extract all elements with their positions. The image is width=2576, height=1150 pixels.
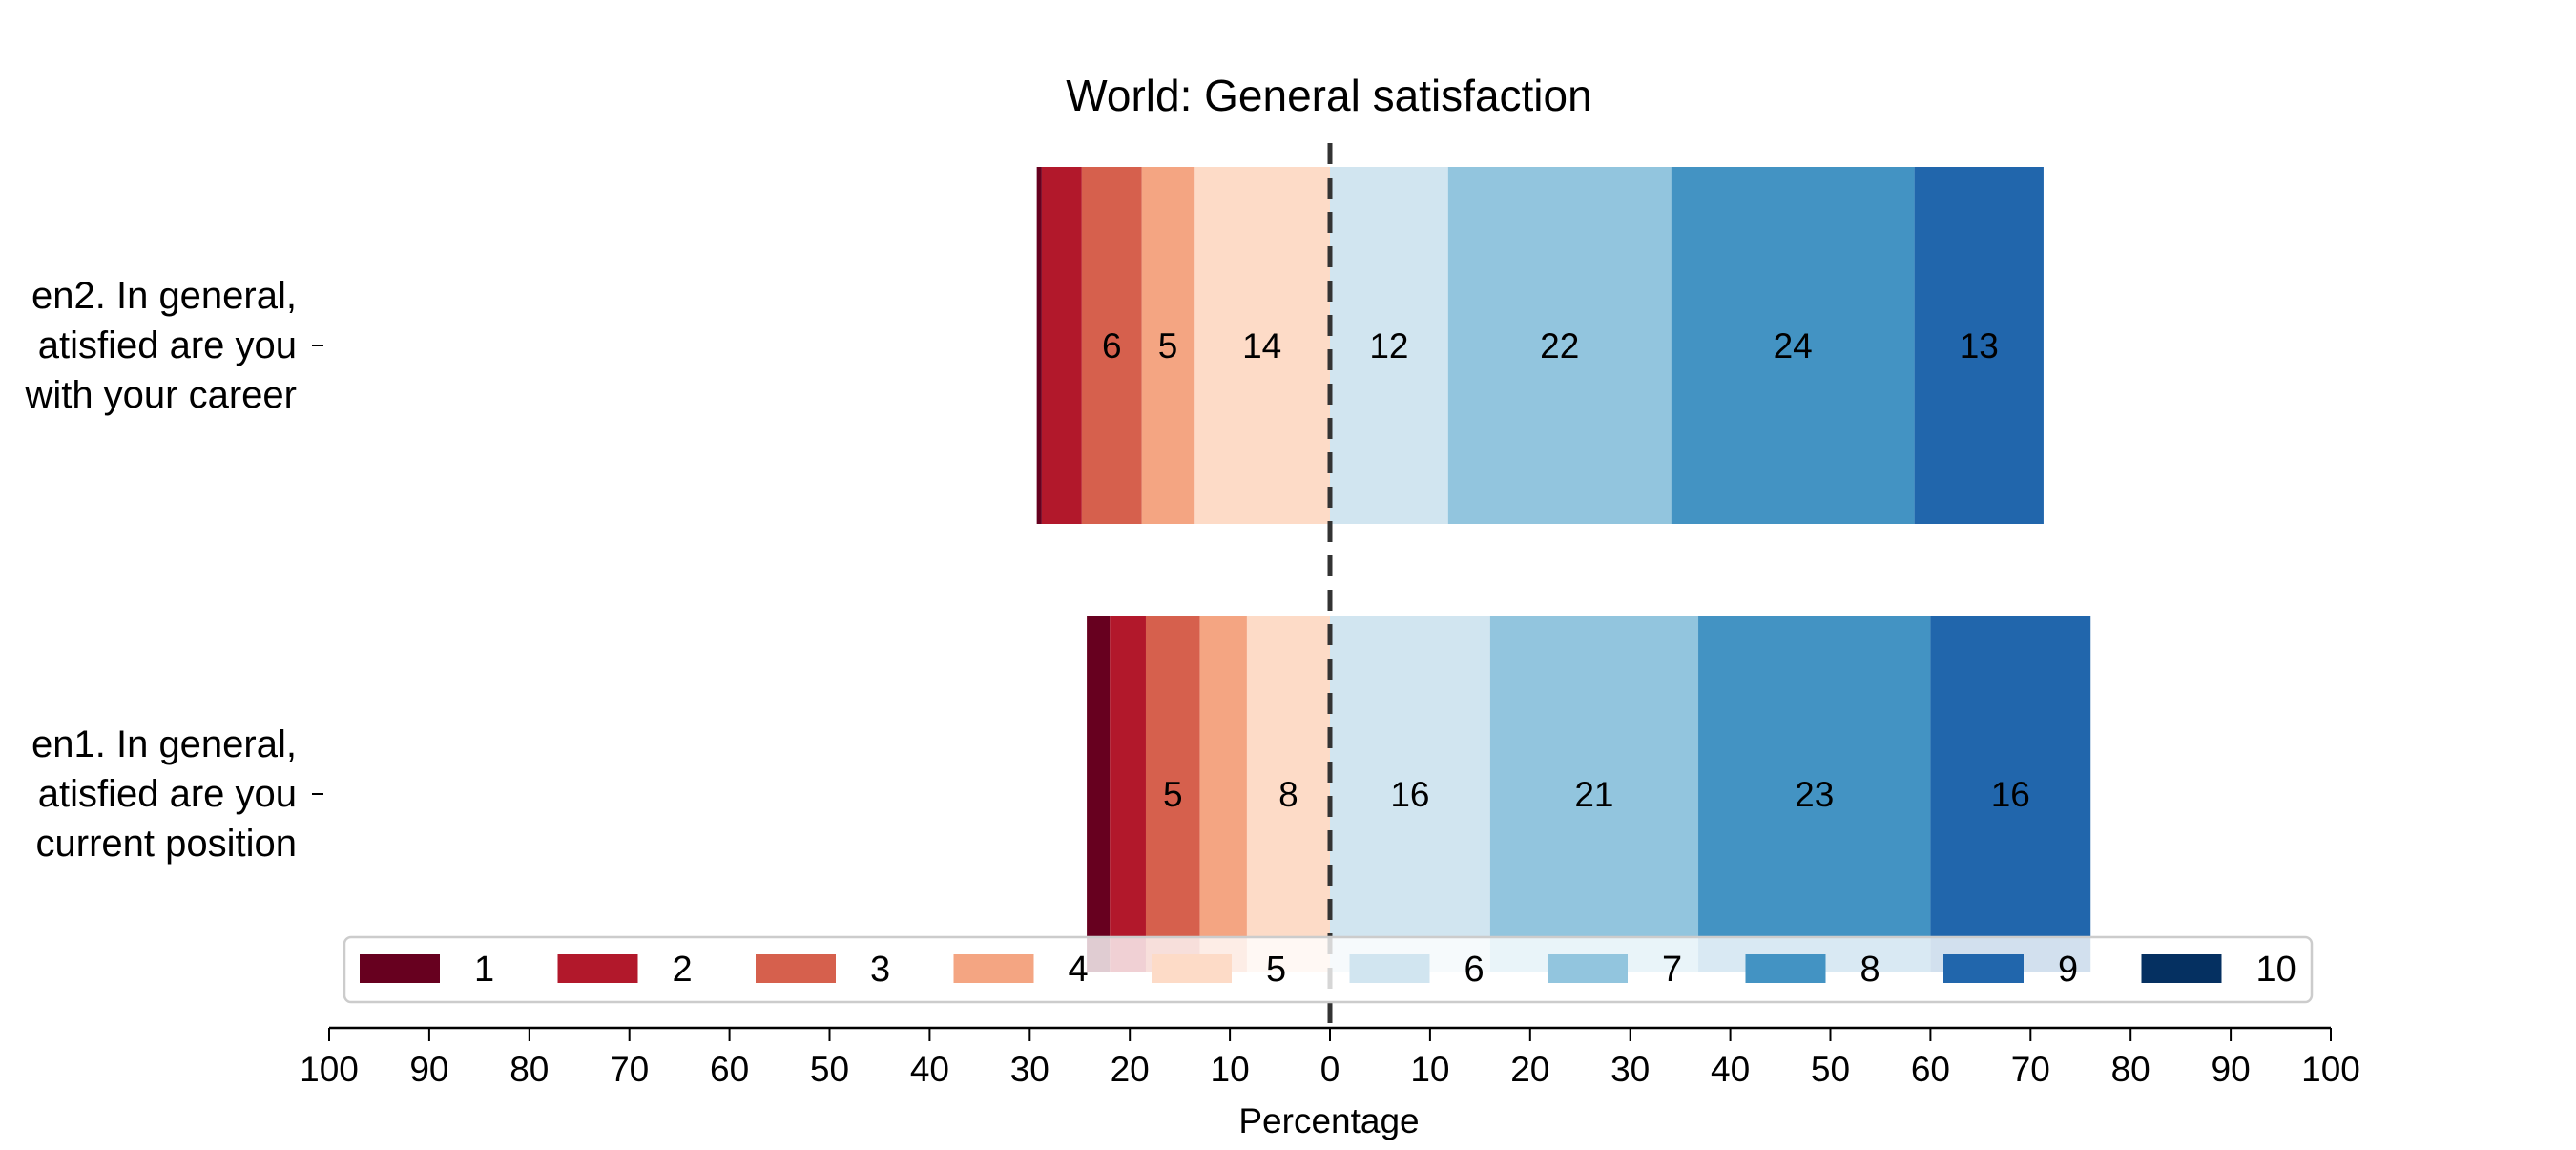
x-tick-label: 60 <box>1911 1050 1950 1089</box>
y-tick-label: en1. In general, atisfied are you current … <box>31 723 297 865</box>
data-label: 16 <box>1390 775 1429 814</box>
bar-segment <box>1489 616 1699 972</box>
legend-swatch <box>756 954 836 983</box>
legend-swatch <box>953 954 1034 983</box>
bar-segment <box>1698 616 1931 972</box>
legend-swatch <box>557 954 638 983</box>
x-tick-label: 70 <box>610 1050 649 1089</box>
data-label: 16 <box>1991 775 2030 814</box>
bar-segment <box>1087 616 1111 972</box>
x-tick-label: 100 <box>300 1050 359 1089</box>
legend-label: 10 <box>2256 950 2296 990</box>
x-tick-label: 10 <box>1211 1050 1250 1089</box>
bar-segment <box>1194 167 1330 524</box>
data-label: 14 <box>1242 326 1281 366</box>
x-tick-label: 80 <box>2111 1050 2150 1089</box>
y-tick-label: en2. In general, atisfied are you with you… <box>24 275 297 416</box>
legend-swatch <box>360 954 440 983</box>
legend-box <box>343 935 2314 1004</box>
bar-segment <box>1447 167 1672 524</box>
x-axis-label: Percentage <box>1238 1101 1419 1140</box>
legend: 1 2 3 4 5 6 7 8 9 10 <box>343 935 2314 1004</box>
legend-label: 2 <box>673 950 693 990</box>
x-tick-label: 60 <box>710 1050 749 1089</box>
bar-segment <box>1145 616 1200 972</box>
legend-swatch <box>2141 954 2222 983</box>
bar-segment <box>1036 167 1042 524</box>
legend-swatch <box>1745 954 1826 983</box>
legend-label: 3 <box>870 950 890 990</box>
legend-swatch <box>1943 954 2024 983</box>
legend-swatch <box>1349 954 1430 983</box>
legend-label: 6 <box>1465 950 1485 990</box>
legend-swatch <box>1548 954 1628 983</box>
bar-segment <box>1199 616 1247 972</box>
x-axis: 100 90 80 70 60 50 40 30 20 10 0 10 20 30 40 50 60 70 80 90… <box>300 1026 2360 1089</box>
x-tick-label: 50 <box>810 1050 849 1089</box>
x-tick-label: 20 <box>1111 1050 1150 1089</box>
data-label: 5 <box>1158 326 1178 366</box>
x-tick-label: 80 <box>509 1050 549 1089</box>
legend-label: 4 <box>1069 950 1089 990</box>
data-label: 12 <box>1369 326 1408 366</box>
bar-segment <box>1671 167 1915 524</box>
bar-segment <box>1141 167 1195 524</box>
data-label: 8 <box>1278 775 1298 814</box>
data-label: 23 <box>1795 775 1834 814</box>
x-tick-label: 10 <box>1410 1050 1449 1089</box>
y-axis-labels: en2. In general, atisfied are you with you… <box>24 275 323 865</box>
data-label: 24 <box>1774 326 1813 366</box>
x-tick-label: 30 <box>1010 1050 1049 1089</box>
legend-label: 9 <box>2058 950 2078 990</box>
bar-segment <box>1330 616 1490 972</box>
data-label: 5 <box>1163 775 1183 814</box>
chart-title: World: General satisfaction <box>1066 71 1591 120</box>
x-tick-label: 90 <box>409 1050 448 1089</box>
data-label: 22 <box>1540 326 1579 366</box>
bar-segment <box>1110 616 1146 972</box>
legend-swatch <box>1152 954 1232 983</box>
bar-segment <box>1330 167 1448 524</box>
x-tick-label: 50 <box>1811 1050 1850 1089</box>
x-tick-label: 90 <box>2212 1050 2251 1089</box>
legend-label: 1 <box>474 950 494 990</box>
legend-label: 5 <box>1266 950 1286 990</box>
data-label: 6 <box>1102 326 1122 366</box>
legend-label: 7 <box>1662 950 1682 990</box>
x-tick-label: 40 <box>1711 1050 1750 1089</box>
x-tick-label: 70 <box>2011 1050 2050 1089</box>
bar-segment <box>1930 616 2091 972</box>
x-tick-label: 30 <box>1610 1050 1650 1089</box>
data-label: 21 <box>1574 775 1613 814</box>
bar-segment <box>1246 616 1330 972</box>
x-tick-label: 100 <box>2301 1050 2360 1089</box>
legend-label: 8 <box>1860 950 1880 990</box>
bar-segment <box>1041 167 1082 524</box>
x-tick-label: 40 <box>910 1050 949 1089</box>
x-tick-label: 20 <box>1510 1050 1549 1089</box>
x-tick-label: 0 <box>1320 1050 1340 1089</box>
data-label: 13 <box>1960 326 1999 366</box>
bars-layer: 6 5 14 12 22 24 135 8 16 21 23 16 <box>1036 167 2091 972</box>
bar-segment <box>1914 167 2044 524</box>
bar-segment <box>1081 167 1142 524</box>
